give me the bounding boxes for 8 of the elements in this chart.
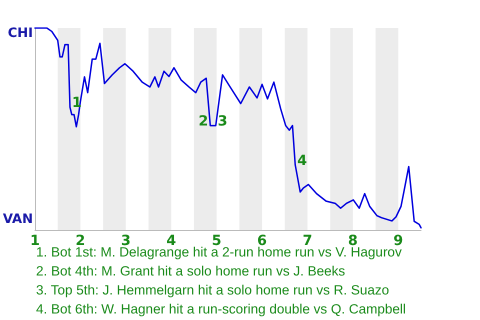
annotation: 3 <box>218 114 228 130</box>
annotation: 2 <box>198 114 208 130</box>
text: 4. Bot 6th: W. Hagner hit a run-scoring double vs Q. Campbell <box>36 302 406 316</box>
text: 2. Bot 4th: M. Grant hit a solo home run vs J. Beeks <box>36 264 346 278</box>
text: CHI <box>8 26 34 41</box>
annotation: 4 <box>297 152 308 169</box>
text: 3. Top 5th: J. Hemmelgarn hit a solo home run vs R. Suazo <box>36 282 390 298</box>
text: VAN <box>2 212 34 227</box>
